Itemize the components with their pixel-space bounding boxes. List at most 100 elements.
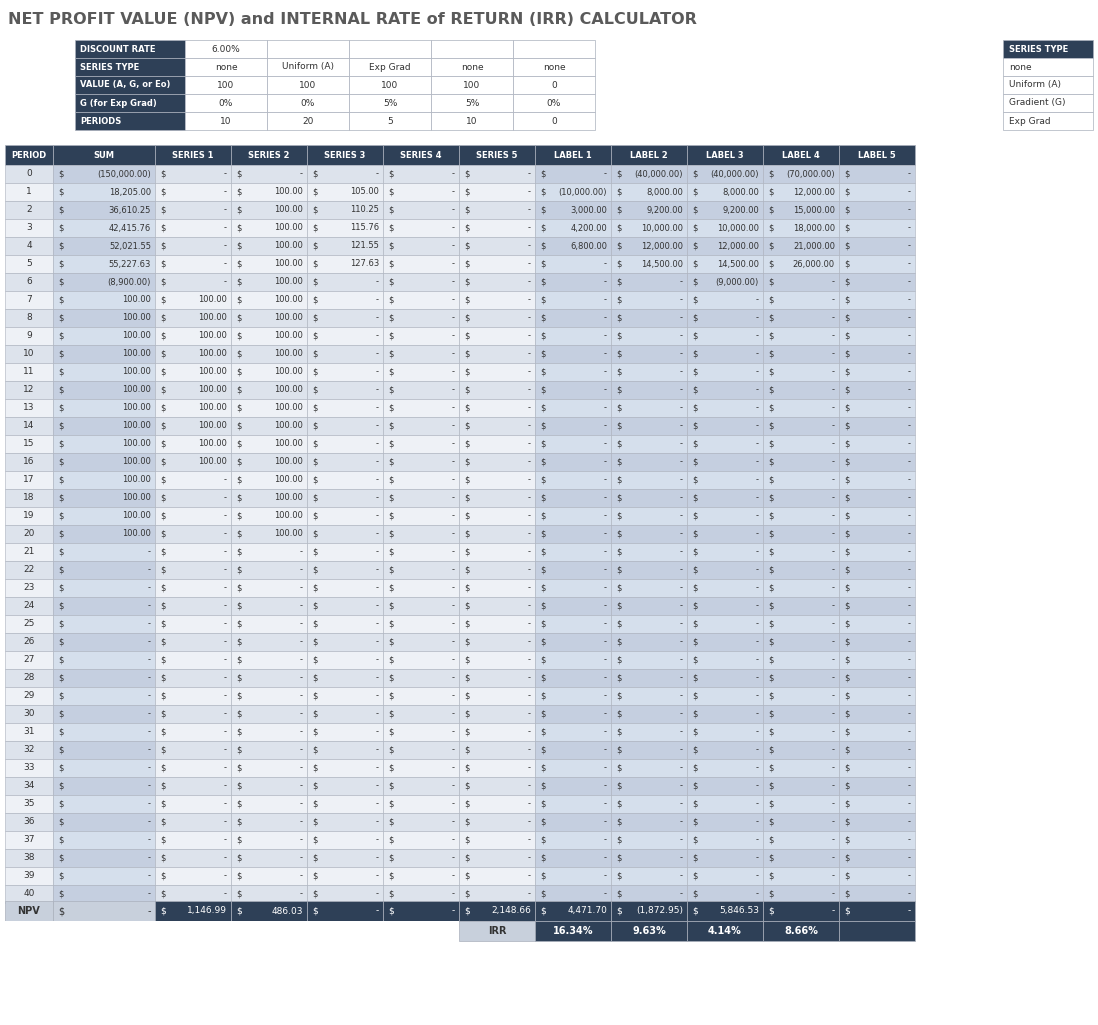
- Text: 10: 10: [23, 350, 35, 359]
- Text: $: $: [616, 781, 621, 790]
- Text: -: -: [908, 404, 911, 412]
- Text: $: $: [464, 421, 469, 430]
- Text: -: -: [224, 188, 227, 197]
- Text: $: $: [464, 223, 469, 233]
- Bar: [839, 327, 915, 345]
- Bar: [231, 687, 307, 705]
- Text: -: -: [300, 673, 303, 683]
- Text: $: $: [844, 728, 850, 737]
- Bar: [459, 901, 535, 921]
- Text: -: -: [528, 566, 531, 574]
- Bar: [535, 758, 610, 777]
- Bar: [155, 579, 231, 597]
- Text: -: -: [300, 800, 303, 809]
- Text: -: -: [908, 278, 911, 287]
- Text: $: $: [540, 835, 546, 845]
- Bar: [610, 309, 687, 327]
- Bar: [53, 885, 155, 903]
- Text: $: $: [768, 871, 773, 880]
- Text: $: $: [160, 314, 166, 323]
- Text: 10: 10: [221, 117, 232, 125]
- Text: $: $: [464, 188, 469, 197]
- Bar: [763, 291, 839, 309]
- Bar: [535, 615, 610, 633]
- Text: -: -: [680, 745, 683, 754]
- Text: -: -: [452, 314, 455, 323]
- Text: Gradient (G): Gradient (G): [1009, 98, 1065, 108]
- Text: $: $: [464, 511, 469, 521]
- Text: $: $: [692, 314, 697, 323]
- Bar: [231, 273, 307, 291]
- Bar: [839, 489, 915, 507]
- Bar: [535, 651, 610, 669]
- Bar: [231, 507, 307, 525]
- Text: 16: 16: [23, 457, 35, 466]
- Text: $: $: [616, 511, 621, 521]
- Text: $: $: [236, 656, 242, 664]
- Bar: [53, 489, 155, 507]
- Text: $: $: [236, 259, 242, 269]
- Text: -: -: [224, 818, 227, 826]
- Bar: [459, 777, 535, 795]
- Text: $: $: [844, 871, 850, 880]
- Bar: [231, 579, 307, 597]
- Bar: [610, 345, 687, 363]
- Bar: [53, 525, 155, 543]
- Text: $: $: [58, 350, 64, 359]
- Text: $: $: [768, 493, 773, 502]
- Bar: [5, 237, 53, 255]
- Text: $: $: [844, 457, 850, 466]
- Text: $: $: [160, 368, 166, 376]
- Bar: [53, 507, 155, 525]
- Text: 100.00: 100.00: [122, 314, 152, 323]
- Bar: [231, 291, 307, 309]
- Text: -: -: [757, 331, 759, 340]
- Bar: [687, 561, 763, 579]
- Text: $: $: [844, 511, 850, 521]
- Text: 12,000.00: 12,000.00: [793, 188, 834, 197]
- Text: -: -: [832, 638, 834, 647]
- Bar: [383, 849, 459, 867]
- Text: $: $: [616, 800, 621, 809]
- Text: $: $: [768, 728, 773, 737]
- Text: 16.34%: 16.34%: [552, 926, 593, 936]
- Text: SERIES 3: SERIES 3: [324, 151, 366, 160]
- Text: -: -: [528, 619, 531, 628]
- Bar: [839, 777, 915, 795]
- Text: $: $: [768, 818, 773, 826]
- Bar: [763, 507, 839, 525]
- Text: $: $: [58, 493, 64, 502]
- Bar: [155, 525, 231, 543]
- Text: -: -: [908, 638, 911, 647]
- Text: -: -: [300, 871, 303, 880]
- Text: $: $: [768, 314, 773, 323]
- Text: -: -: [908, 350, 911, 359]
- Bar: [5, 597, 53, 615]
- Bar: [763, 345, 839, 363]
- Text: $: $: [236, 368, 242, 376]
- Bar: [5, 795, 53, 813]
- Bar: [307, 543, 383, 561]
- Bar: [307, 615, 383, 633]
- Text: $: $: [540, 656, 546, 664]
- Bar: [231, 472, 307, 489]
- Bar: [231, 453, 307, 472]
- Text: $: $: [160, 673, 166, 683]
- Bar: [383, 633, 459, 651]
- Text: -: -: [224, 800, 227, 809]
- Bar: [459, 291, 535, 309]
- Text: $: $: [236, 764, 242, 773]
- Bar: [763, 363, 839, 381]
- Text: -: -: [604, 314, 607, 323]
- Bar: [763, 489, 839, 507]
- Text: -: -: [604, 278, 607, 287]
- Text: -: -: [680, 638, 683, 647]
- Bar: [383, 255, 459, 273]
- Text: $: $: [540, 547, 546, 557]
- Text: $: $: [388, 242, 393, 250]
- Text: -: -: [757, 566, 759, 574]
- Text: -: -: [376, 692, 379, 700]
- Text: $: $: [844, 331, 850, 340]
- Text: $: $: [160, 566, 166, 574]
- Bar: [53, 255, 155, 273]
